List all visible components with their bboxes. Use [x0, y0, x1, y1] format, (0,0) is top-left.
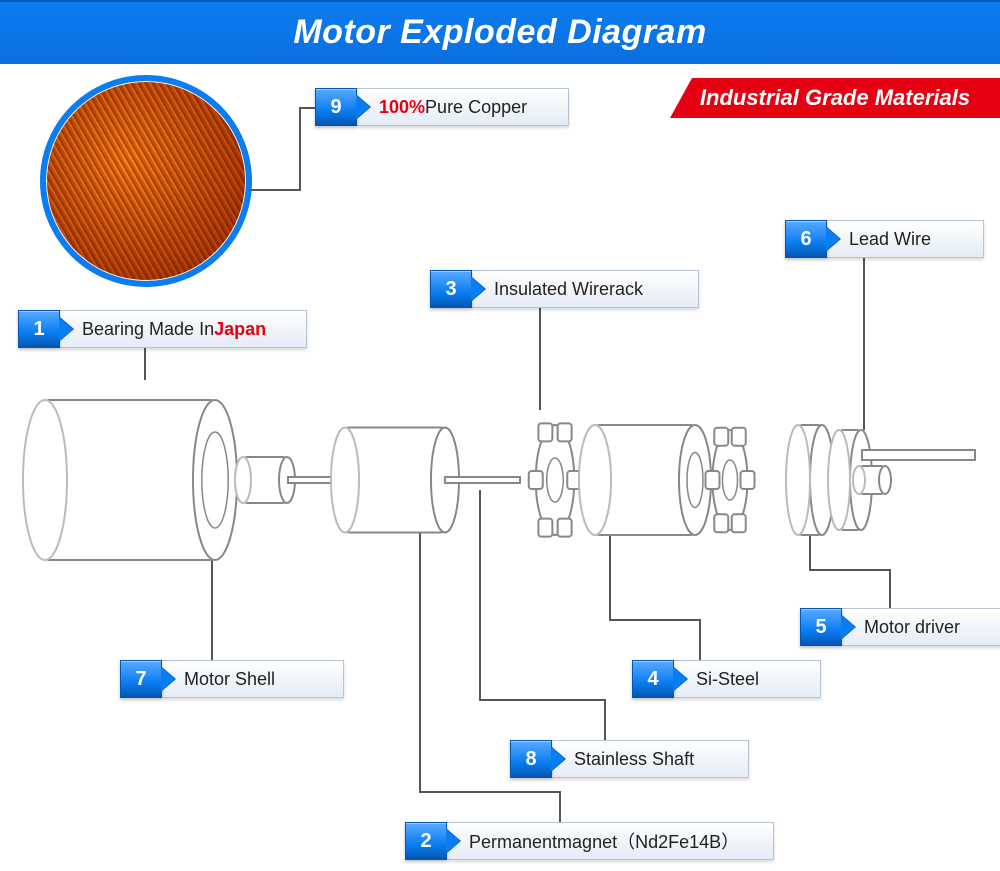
- label-2: 2Permanentmagnet（Nd2Fe14B）: [405, 822, 774, 860]
- label-5: 5Motor driver: [800, 608, 1000, 646]
- label-3: 3Insulated Wirerack: [430, 270, 699, 308]
- label-7: 7Motor Shell: [120, 660, 344, 698]
- label-4: 4Si-Steel: [632, 660, 821, 698]
- label-text: Bearing Made In Japan: [60, 310, 307, 348]
- label-6: 6Lead Wire: [785, 220, 984, 258]
- label-text: Si-Steel: [674, 660, 821, 698]
- label-text: Stainless Shaft: [552, 740, 749, 778]
- diagram-stage: Motor Exploded Diagram Industrial Grade …: [0, 0, 1000, 871]
- label-number: 1: [18, 310, 60, 348]
- label-text: Permanentmagnet（Nd2Fe14B）: [447, 822, 774, 860]
- label-8: 8Stainless Shaft: [510, 740, 749, 778]
- label-text: Motor driver: [842, 608, 1000, 646]
- label-number: 5: [800, 608, 842, 646]
- label-number: 7: [120, 660, 162, 698]
- label-1: 1Bearing Made In Japan: [18, 310, 307, 348]
- label-text: Motor Shell: [162, 660, 344, 698]
- label-number: 2: [405, 822, 447, 860]
- label-text: 100%Pure Copper: [357, 88, 569, 126]
- label-text: Insulated Wirerack: [472, 270, 699, 308]
- label-number: 8: [510, 740, 552, 778]
- materials-banner: Industrial Grade Materials: [670, 78, 1000, 118]
- copper-photo: [40, 75, 252, 287]
- label-number: 6: [785, 220, 827, 258]
- label-number: 4: [632, 660, 674, 698]
- exploded-drawing: [20, 360, 980, 600]
- label-number: 9: [315, 88, 357, 126]
- label-text: Lead Wire: [827, 220, 984, 258]
- label-9: 9100%Pure Copper: [315, 88, 569, 126]
- page-title: Motor Exploded Diagram: [0, 0, 1000, 64]
- label-number: 3: [430, 270, 472, 308]
